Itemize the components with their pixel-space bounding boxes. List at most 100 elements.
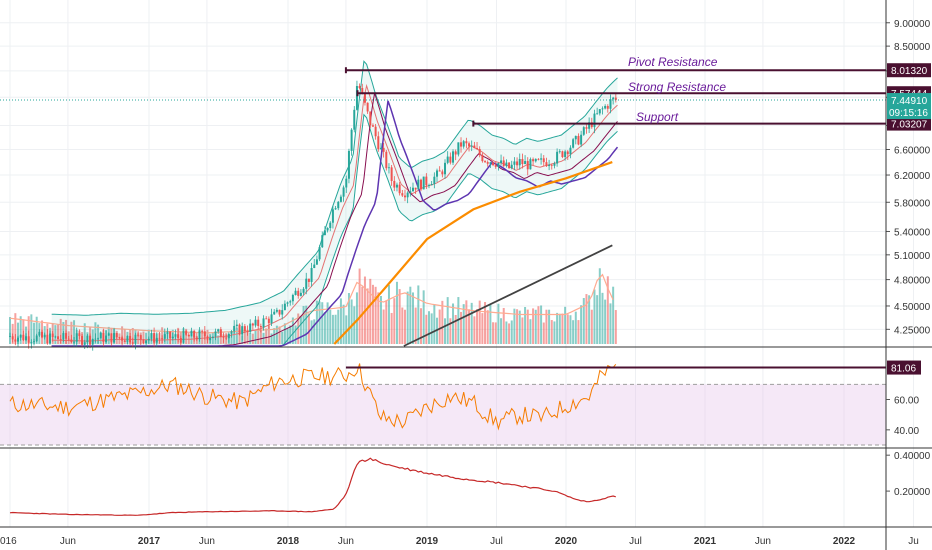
candle-body <box>246 331 249 332</box>
volume-bar <box>585 294 588 344</box>
candle-body <box>500 160 503 163</box>
candle-body <box>361 88 364 94</box>
volume-bar <box>484 301 487 344</box>
volume-bar <box>524 306 527 344</box>
volume-bar <box>534 309 537 344</box>
candle-body <box>334 208 337 210</box>
candle-body <box>254 319 257 326</box>
volume-bar <box>601 292 604 344</box>
candle-body <box>265 318 268 320</box>
candle-body <box>78 333 81 337</box>
candle-body <box>299 292 302 296</box>
candle-body <box>590 122 593 128</box>
support-label: Support <box>636 110 679 124</box>
volume-bar <box>217 335 220 344</box>
volume-bar <box>441 300 444 344</box>
candle-body <box>582 127 585 135</box>
volume-bar <box>481 313 484 344</box>
candle-body <box>169 331 172 339</box>
candle-body <box>137 334 140 336</box>
candle-body <box>131 342 134 344</box>
volume-bar <box>398 289 401 344</box>
volume-bar <box>305 305 308 344</box>
candle-body <box>604 106 607 109</box>
candle-body <box>195 337 198 340</box>
candle-body <box>147 338 150 341</box>
last-price-value: 7.44910 <box>891 96 928 107</box>
x-tick-label: 2021 <box>694 536 717 547</box>
volume-bar <box>307 313 310 344</box>
candle-body <box>241 326 244 335</box>
candle-body <box>259 326 262 328</box>
candle-body <box>382 147 385 152</box>
candle-body <box>179 337 182 343</box>
volume-bar <box>438 309 441 344</box>
volume-bar <box>425 314 428 344</box>
volume-bar <box>137 332 140 344</box>
volume-bar <box>449 318 452 344</box>
volume-bar <box>94 322 97 344</box>
candle-body <box>38 331 41 336</box>
candle-body <box>139 335 142 340</box>
volume-bar <box>580 305 583 344</box>
candle-body <box>214 331 217 337</box>
volume-bar <box>70 321 73 344</box>
candle-body <box>94 338 97 340</box>
indicator-pane[interactable] <box>9 457 616 516</box>
volume-bar <box>529 319 532 344</box>
candle-body <box>59 339 62 340</box>
candle-body <box>86 335 89 343</box>
candle-body <box>321 235 324 248</box>
candle-body <box>419 179 422 190</box>
candle-body <box>553 163 556 166</box>
candle-body <box>462 141 465 147</box>
rsi-level-tag <box>887 360 921 375</box>
candle-body <box>481 155 484 162</box>
volume-bar <box>598 268 601 344</box>
candle-body <box>134 334 137 344</box>
candle-body <box>411 187 414 192</box>
volume-bar <box>454 314 457 344</box>
strong-resistance-label: Strong Resistance <box>628 80 726 94</box>
volume-bar <box>318 301 321 344</box>
rsi-pane[interactable] <box>0 363 886 446</box>
candle-body <box>465 141 468 144</box>
volume-bar <box>14 313 17 344</box>
candle-body <box>438 170 441 172</box>
candle-body <box>313 264 316 269</box>
candle-body <box>577 135 580 145</box>
candle-body <box>596 113 599 115</box>
price-y-tick-label: 4.80000 <box>894 276 931 287</box>
candle-body <box>446 156 449 163</box>
volume-bar <box>548 309 551 344</box>
volume-bar <box>470 302 473 344</box>
candle-body <box>510 164 513 169</box>
price-pane[interactable] <box>0 60 886 351</box>
candle-body <box>75 333 78 342</box>
candle-body <box>593 113 596 128</box>
candle-body <box>307 278 310 282</box>
candle-body <box>436 170 439 177</box>
price-y-tick-label: 6.20000 <box>894 171 931 182</box>
candle-body <box>142 339 145 344</box>
candle-body <box>526 161 529 170</box>
x-tick-label: 2020 <box>555 536 578 547</box>
candle-body <box>35 335 38 342</box>
volume-bar <box>492 322 495 344</box>
candle-body <box>489 162 492 164</box>
volume-bar <box>257 328 260 344</box>
candle-body <box>121 337 124 341</box>
candle-body <box>289 301 292 303</box>
volume-bar <box>497 303 500 344</box>
candle-body <box>105 335 108 342</box>
volume-bar <box>238 327 241 344</box>
candle-body <box>73 341 76 343</box>
candle-body <box>233 325 236 332</box>
candle-body <box>598 109 601 114</box>
candle-body <box>155 337 158 343</box>
candle-body <box>291 294 294 302</box>
candle-body <box>572 139 575 148</box>
candle-body <box>209 337 212 341</box>
candle-body <box>484 161 487 163</box>
